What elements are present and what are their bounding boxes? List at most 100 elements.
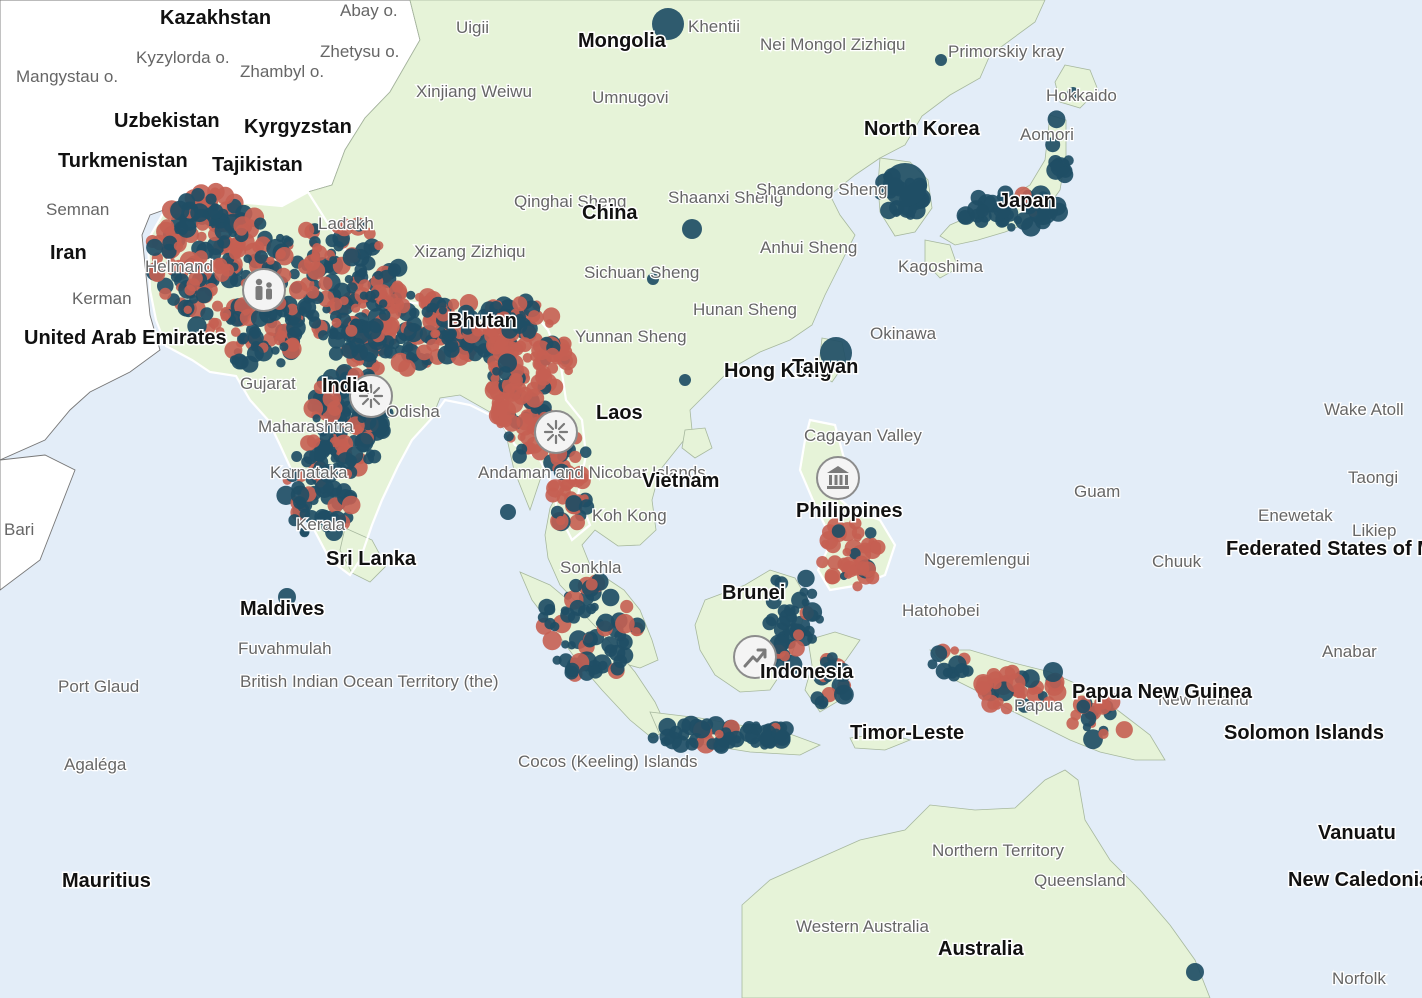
event-dot-type-a[interactable] [883,163,927,207]
event-dot-type-a[interactable] [1063,155,1074,166]
event-dot-type-b[interactable] [216,186,235,205]
event-dot-type-a[interactable] [322,369,340,386]
event-dot-type-a[interactable] [1045,137,1061,153]
event-dot-type-b[interactable] [1014,186,1032,204]
event-dot-type-b[interactable] [824,570,840,585]
event-dot-type-a[interactable] [303,450,318,465]
event-dot-type-b[interactable] [331,317,342,328]
event-dot-type-a[interactable] [195,287,213,304]
event-dot-type-b[interactable] [1043,696,1055,708]
event-dot-type-a[interactable] [942,667,953,678]
event-dot-type-a[interactable] [584,632,598,647]
event-dot-type-b[interactable] [334,434,354,454]
event-dot-type-b[interactable] [229,247,242,260]
event-dot-type-a[interactable] [997,185,1014,202]
event-dot-type-a[interactable] [579,446,592,459]
event-dot-type-b[interactable] [252,240,265,253]
event-dot-type-a[interactable] [214,222,233,240]
event-dot-type-a[interactable] [322,305,331,314]
event-dot-type-a[interactable] [1028,195,1058,225]
event-dot-type-b[interactable] [487,355,501,369]
event-dot-type-b[interactable] [374,241,384,251]
event-dot-type-a[interactable] [750,723,763,735]
event-dot-type-b[interactable] [329,297,343,311]
event-dot-type-b[interactable] [318,276,333,291]
event-dot-type-b[interactable] [825,537,841,554]
event-dot-type-a[interactable] [354,432,374,452]
event-dot-type-a[interactable] [728,730,745,748]
event-dot-type-a[interactable] [552,655,562,665]
event-dot-type-a[interactable] [318,330,329,341]
event-dot-type-b[interactable] [1098,728,1109,740]
event-dot-type-a[interactable] [361,256,376,271]
event-dot-type-a[interactable] [1013,215,1023,225]
event-dot-type-b[interactable] [995,697,1004,707]
event-dot-type-a[interactable] [993,200,1012,219]
event-dot-type-b[interactable] [306,285,320,299]
event-dot-type-a[interactable] [379,309,391,321]
event-dot-type-b[interactable] [1000,702,1013,715]
event-dot-type-a[interactable] [1067,87,1079,99]
event-dot-type-a[interactable] [1056,166,1074,184]
event-dot-type-a[interactable] [374,270,384,280]
event-dot-type-a[interactable] [765,613,779,627]
event-dot-type-a[interactable] [207,203,224,220]
event-dot-type-a[interactable] [344,275,354,284]
event-dot-type-a[interactable] [1007,223,1016,232]
event-dot-type-a[interactable] [544,604,556,616]
event-dot-type-b[interactable] [546,479,565,498]
event-dot-type-b[interactable] [426,338,440,352]
event-dot-type-a[interactable] [489,301,503,314]
event-dot-type-a[interactable] [601,636,619,654]
event-dot-type-b[interactable] [371,361,385,376]
event-dot-type-b[interactable] [779,650,790,662]
event-dot-type-a[interactable] [905,210,916,220]
event-dot-type-b[interactable] [471,322,486,337]
event-dot-type-a[interactable] [553,463,570,480]
event-dot-type-a[interactable] [561,640,570,649]
event-dot-type-a[interactable] [930,645,948,662]
event-dot-type-a[interactable] [713,738,730,754]
event-dot-type-a[interactable] [209,248,222,261]
event-dot-type-a[interactable] [976,204,989,218]
event-dot-type-b[interactable] [221,263,235,277]
event-dot-type-b[interactable] [215,327,225,336]
event-dot-type-b[interactable] [827,555,843,570]
event-dot-type-a[interactable] [349,337,365,354]
event-dot-type-a[interactable] [569,578,583,593]
event-dot-type-a[interactable] [205,193,217,205]
event-dot-type-b[interactable] [859,542,871,554]
event-dot-type-a[interactable] [774,729,791,746]
event-dot-type-a[interactable] [304,510,319,524]
event-dot-type-a[interactable] [550,505,564,519]
event-dot-type-a[interactable] [406,351,416,362]
event-dot-type-a[interactable] [1080,711,1097,727]
event-dot-type-a[interactable] [409,307,420,319]
event-dot-type-a[interactable] [370,289,380,299]
event-dot-type-b[interactable] [986,668,1001,683]
event-dot-type-b[interactable] [376,290,387,300]
event-dot-type-a[interactable] [647,273,659,285]
event-dot-type-b[interactable] [313,380,327,394]
event-dot-type-b[interactable] [341,468,353,480]
event-dot-type-a[interactable] [682,219,702,239]
event-dot-type-b[interactable] [493,338,509,354]
event-dot-type-b[interactable] [714,729,724,739]
event-dot-type-a[interactable] [312,414,321,423]
event-dot-type-a[interactable] [359,291,369,300]
event-dot-type-a[interactable] [578,604,592,619]
event-dot-type-b[interactable] [266,256,275,265]
event-dot-type-a[interactable] [191,188,205,202]
event-dot-type-b[interactable] [569,450,582,463]
event-dot-type-a[interactable] [810,691,825,706]
event-dot-type-a[interactable] [832,662,852,682]
event-dot-type-b[interactable] [620,599,634,614]
event-dot-type-a[interactable] [421,306,433,318]
event-dot-type-a[interactable] [601,588,620,607]
event-dot-type-a[interactable] [291,451,303,462]
event-dot-type-b[interactable] [381,316,400,336]
event-dot-type-a[interactable] [864,527,877,539]
event-dot-type-a[interactable] [512,449,527,464]
event-dot-type-b[interactable] [188,271,203,286]
